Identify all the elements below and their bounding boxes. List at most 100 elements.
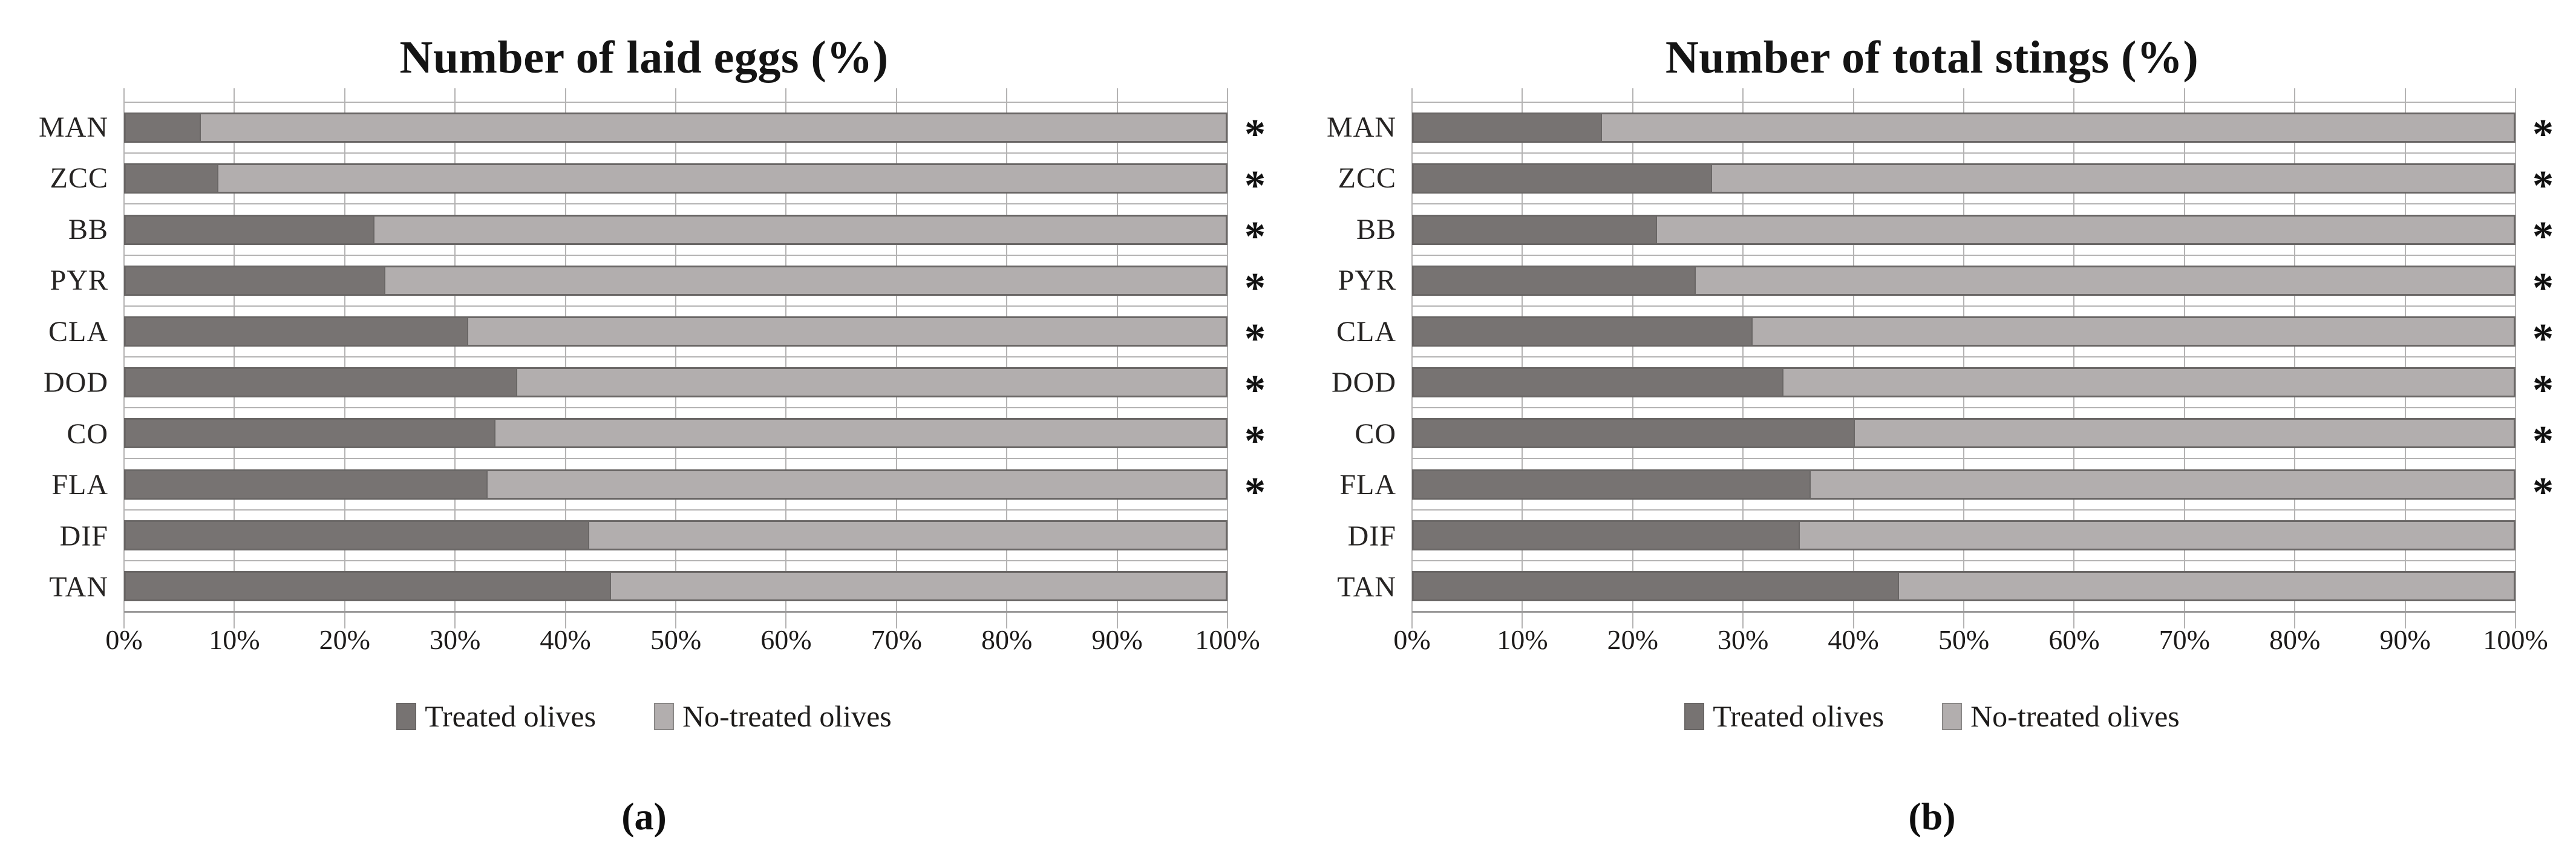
treated-segment [1414,369,1783,396]
category-label: DOD [1332,367,1396,399]
no-treated-segment [1897,572,2514,599]
significance-star: * [1244,469,1266,516]
significance-star: * [2532,418,2554,465]
x-tick-label: 80% [981,624,1033,655]
treated-segment [126,369,517,396]
chart-panel-total-stings: Number of total stings (%) MAN ZCC BB PY… [1288,0,2576,868]
no-treated-segment [1809,471,2514,498]
bar-rows [124,102,1228,613]
significance-star [2516,570,2576,621]
x-tick-label: 90% [1091,624,1143,655]
plot-area [123,88,1228,628]
gridline-vertical [895,88,897,628]
no-treated-segment [609,572,1226,599]
significance-star [1228,570,1288,621]
category-label: CLA [48,315,108,348]
no-treated-segment [1854,420,2514,447]
treated-segment [1414,521,1799,549]
bar-row [124,152,1228,203]
x-tick-label: 50% [1938,624,1990,655]
no-treated-segment [1694,267,2514,294]
bar-row [1412,407,2516,458]
gridline-vertical [675,88,676,628]
bar-row [1412,356,2516,407]
significance-star: * [2532,367,2554,414]
legend-swatch-no-treated [654,702,675,730]
no-treated-segment [516,369,1226,396]
legend-item-no-treated: No-treated olives [654,699,892,734]
gridline-vertical [344,88,345,628]
x-tick-label: 0% [1393,624,1431,655]
gridline-vertical [2183,88,2185,628]
gridline-vertical [454,88,456,628]
bar-row [124,356,1228,407]
plot-wrap: 0% 10% 20% 30% 40% 50% 60% 70% 80% 90% 1… [105,88,1260,662]
x-tick-label: 40% [1828,624,1879,655]
bar-row [1412,152,2516,203]
x-tick-label: 50% [650,624,702,655]
gridline-vertical [123,88,125,628]
x-tick-label: 10% [209,624,260,655]
x-tick-label: 0% [105,624,143,655]
significance-star: * [1244,264,1266,312]
treated-segment [1414,267,1695,294]
gridline-vertical [2404,88,2406,628]
stacked-bar [1412,469,2516,500]
gridline-vertical [1963,88,1964,628]
category-axis: MAN ZCC BB PYR CLA DOD CO FLA DIF TAN [1288,102,1412,613]
x-tick-label: 20% [1607,624,1658,655]
category-label: BB [68,213,108,246]
category-label: DIF [1347,520,1396,552]
legend-item-no-treated: No-treated olives [1942,699,2180,734]
category-label: CO [1355,417,1396,450]
stacked-bar [124,520,1228,550]
gridline-vertical [2515,88,2516,628]
stacked-bar [1412,418,2516,449]
significance-star: * [2532,162,2554,209]
gridline-vertical [1852,88,1854,628]
stacked-bar [1412,570,2516,601]
stacked-bar [1412,163,2516,194]
stacked-bar [124,570,1228,601]
stacked-bar [124,418,1228,449]
significance-star [1228,518,1288,570]
x-tick-label: 60% [760,624,812,655]
stacked-bar [1412,316,2516,347]
significance-star: * [2532,214,2554,261]
chart-title: Number of total stings (%) [1665,32,2199,83]
legend-item-treated: Treated olives [396,699,596,734]
significance-star: * [1244,214,1266,261]
legend-swatch-treated [1684,702,1705,730]
bar-row [1412,305,2516,356]
significance-star: * [1244,162,1266,209]
no-treated-segment [1710,165,2514,192]
x-tick-label: 100% [2483,624,2548,655]
category-label: FLA [1339,469,1396,501]
category-label: CLA [1336,315,1396,348]
plot-wrap: 0% 10% 20% 30% 40% 50% 60% 70% 80% 90% 1… [1393,88,2548,662]
chart-body: MAN ZCC BB PYR CLA DOD CO FLA DIF TAN [1288,88,2576,662]
stacked-bar [1412,113,2516,143]
x-tick-label: 100% [1195,624,1260,655]
x-axis: 0% 10% 20% 30% 40% 50% 60% 70% 80% 90% 1… [105,624,1260,662]
stacked-bar [124,367,1228,398]
bar-row [1412,102,2516,152]
x-axis: 0% 10% 20% 30% 40% 50% 60% 70% 80% 90% 1… [1393,624,2548,662]
treated-segment [126,572,610,599]
no-treated-segment [494,420,1226,447]
treated-segment [126,471,487,498]
treated-segment [126,114,200,142]
panel-label-a: (a) [621,795,667,838]
no-treated-segment [1601,114,2514,142]
legend-label: Treated olives [1713,699,1885,733]
bar-row [124,509,1228,560]
treated-segment [1414,471,1810,498]
no-treated-segment [1799,521,2514,549]
significance-star: * [1244,367,1266,414]
x-tick-label: 90% [2379,624,2431,655]
significance-star: * [2532,264,2554,312]
category-label: ZCC [1338,162,1396,195]
bar-row [1412,203,2516,254]
gridline-vertical [2073,88,2075,628]
stacked-bar [1412,520,2516,550]
